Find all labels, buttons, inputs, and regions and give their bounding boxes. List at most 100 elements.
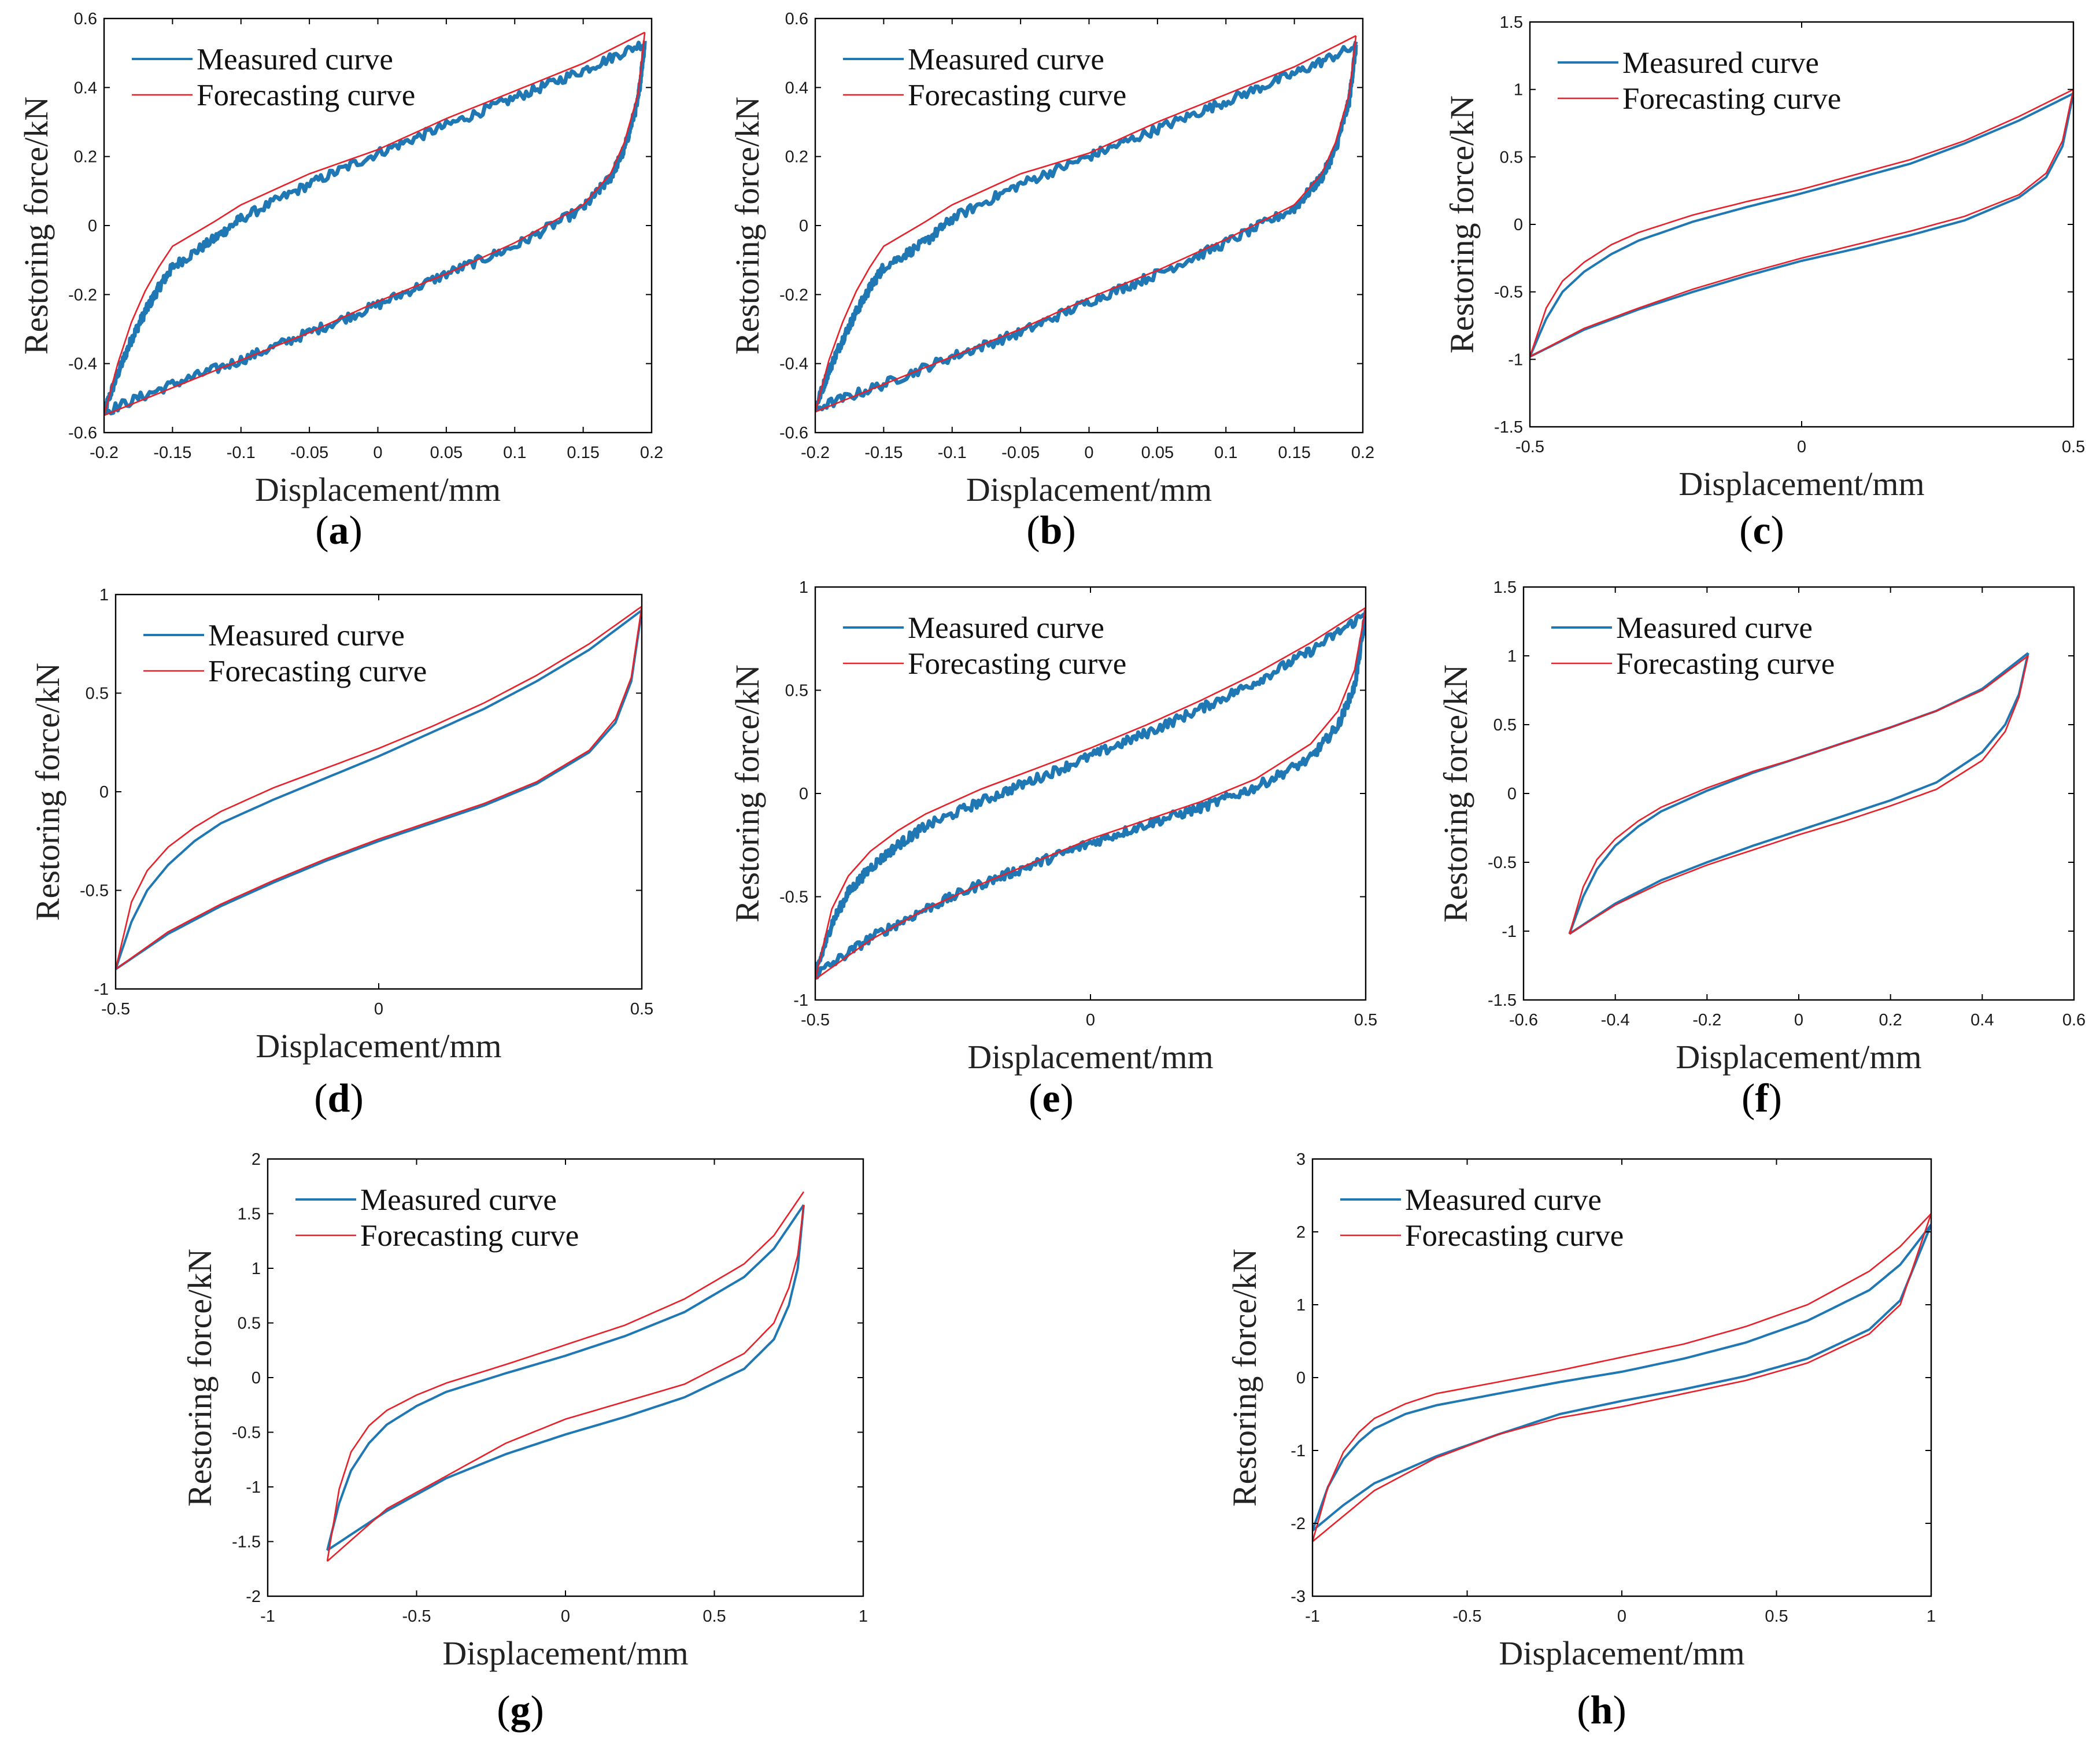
y-axis-label: Restoring force/kN [1437,665,1474,922]
forecast-legend-label: Forecasting curve [1405,1219,1624,1253]
x-tick-label: 0.05 [430,444,463,462]
x-tick-label: 0.1 [503,444,526,462]
y-tick-label: -0.5 [1488,854,1517,872]
y-tick-label: -1.5 [232,1533,261,1552]
y-tick-label: 1 [1514,81,1523,99]
x-tick-label: -0.4 [1601,1011,1630,1029]
panel-g: -1 -0.5 0 0.5 1 -2 -1.5 -1 -0.5 0 0.5 1 1.5 2 Displace… [181,1150,868,1733]
y-axis-label: Restoring force/kN [1443,95,1481,353]
y-tick-label: -0.5 [1494,283,1523,302]
panel-a: -0.2 -0.15 -0.1 -0.05 0 0.05 0.1 0.15 0.2 -0.6 -0.… [17,10,663,553]
y-tick-label: 0 [88,217,97,235]
x-tick-label: -0.6 [1509,1011,1538,1029]
panel-d: -0.5 0 0.5-1-0.500.51Displacement/mmRestor… [29,586,653,1121]
plot-area [1312,1213,1931,1542]
y-tick-label: 0 [1507,785,1517,803]
caption-paren: ( [1026,508,1040,553]
x-tick-label: -0.5 [801,1011,830,1029]
y-tick-label: -1 [1291,1442,1306,1460]
measured-curve-lower [815,44,1358,412]
y-tick-label: 0.4 [74,79,97,97]
measured-legend-label: Measured curve [208,619,405,652]
caption-paren: ( [315,508,328,553]
x-tick-label: 0.5 [1765,1607,1788,1626]
x-axis-label: Displacement/mm [256,1027,501,1065]
x-tick-label: 0.5 [2062,438,2085,456]
y-tick-label: 0.5 [1500,148,1523,167]
y-axis-label: Restoring force/kN [1226,1249,1263,1507]
y-tick-label: 0 [1514,216,1523,234]
y-tick-label: -3 [1291,1588,1306,1606]
forecast-legend-label: Forecasting curve [360,1219,579,1253]
x-tick-label: 0 [1084,444,1093,462]
x-tick-label: 0 [561,1607,570,1626]
y-tick-label: 1.5 [238,1205,261,1224]
x-axis-label: Displacement/mm [442,1634,688,1672]
x-tick-label: 0.1 [1214,444,1237,462]
y-tick-label: -0.2 [779,286,808,304]
y-axis-label: Restoring force/kN [729,665,766,922]
forecast-legend-label: Forecasting curve [908,647,1126,681]
x-tick-label: 0.6 [2062,1011,2086,1029]
forecast-legend-label: Forecasting curve [908,79,1126,112]
y-tick-label: -1.5 [1494,418,1523,437]
x-tick-label: -0.2 [90,444,119,462]
forecast-curve-lower [116,606,642,970]
x-tick-label: 0 [1086,1011,1095,1029]
y-tick-label: -1.5 [1488,991,1517,1010]
y-tick-label: -0.5 [232,1424,261,1442]
y-tick-label: 1.5 [1500,13,1523,32]
panel-f: -0.6 -0.4 -0.2 0 0.2 0.4 0.6 -1.5 -1 -0.5 0 0.5 1 1.5… [1437,578,2086,1121]
panel-caption: (g) [497,1688,544,1733]
panel-e: -0.5 0 0.5-1-0.500.51Displacement/mmRestor… [729,578,1377,1121]
measured-legend-label: Measured curve [908,611,1104,645]
measured-curve-upper [1530,92,2073,357]
plot-area [1530,88,2073,358]
y-tick-label: -2 [246,1588,261,1606]
y-tick-label: 1 [1296,1296,1306,1315]
caption-paren: ( [1577,1688,1590,1733]
x-tick-label: 0.05 [1141,444,1174,462]
panel-h: -1 -0.5 0 0.5 1 -3 -2 -1 0 1 2 3 Displacement/mm Rest… [1226,1150,1936,1733]
y-tick-label: 1.5 [1493,578,1517,597]
forecast-curve-upper [815,607,1366,980]
y-tick-label: -0.6 [779,424,808,442]
x-tick-label: 0 [1617,1607,1626,1626]
y-tick-label: 0.4 [785,79,808,97]
x-tick-label: -0.15 [864,444,903,462]
caption-paren: ( [1029,1076,1042,1121]
y-tick-label: -1 [1502,922,1517,941]
measured-curve-lower [815,610,1366,980]
forecast-curve-lower [1569,655,2029,935]
measured-curve-lower [1530,93,2073,358]
forecast-curve-upper [1569,655,2029,935]
x-tick-label: 0.15 [1278,444,1310,462]
panel-caption: (d) [314,1076,364,1121]
forecast-curve-lower [1530,89,2073,357]
panel-caption: (f) [1742,1076,1782,1121]
x-axis-label: Displacement/mm [967,1038,1213,1076]
y-tick-label: -2 [1291,1515,1306,1533]
x-axis-label: Displacement/mm [1678,465,1924,503]
caption-letter: a [329,508,349,553]
plot-area [326,1191,805,1562]
x-tick-label: 0.5 [630,1000,653,1018]
measured-curve-upper [104,40,646,415]
y-tick-label: 0.5 [1493,716,1517,734]
x-tick-label: 1 [859,1607,868,1626]
caption-letter: g [511,1688,531,1733]
caption-paren: ) [531,1688,544,1733]
measured-curve-lower [1312,1224,1931,1531]
y-tick-label: -1 [246,1478,261,1497]
caption-paren: ) [349,508,363,553]
x-tick-label: -0.1 [938,444,967,462]
x-tick-label: 0 [373,444,382,462]
y-tick-label: 1 [99,586,109,604]
x-tick-label: 0 [1794,1011,1803,1029]
panel-caption: (a) [315,508,363,553]
caption-paren: ) [1771,508,1784,553]
measured-curve-lower [104,40,647,416]
x-tick-label: -0.5 [101,1000,130,1018]
